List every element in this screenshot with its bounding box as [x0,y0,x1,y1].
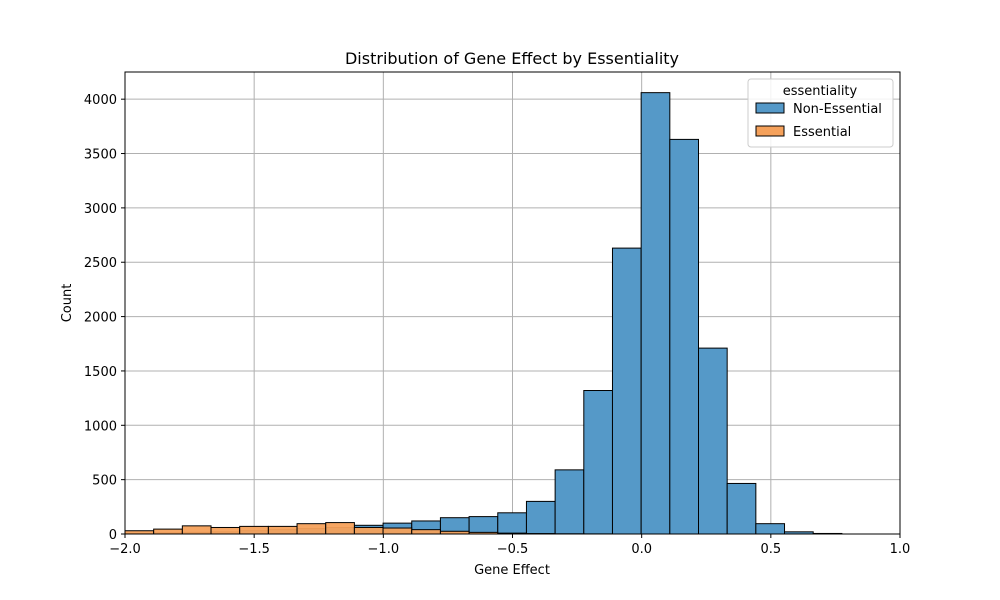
bar-essential [353,526,384,534]
y-tick-label: 1500 [84,365,117,380]
bar-non-essential [497,512,527,534]
y-tick-label: 3500 [84,148,117,163]
bar-essential [296,523,327,534]
bar-essential [153,528,183,534]
y-tick-label: 2500 [84,256,117,271]
x-tick-label: −0.5 [497,542,529,557]
x-tick-label: −1.5 [238,542,270,557]
bar-essential [181,525,212,534]
x-axis-label: Gene Effect [474,563,550,578]
y-tick-label: 1000 [84,419,117,434]
y-tick-label: 2000 [84,311,117,326]
legend-swatch-essential [755,125,785,137]
bar-non-essential [611,247,642,534]
bar-essential [210,526,241,534]
y-tick-label: 500 [92,474,117,489]
x-tick-label: −1.0 [368,542,400,557]
legend-swatch-non-essential [755,102,785,114]
legend-title: essentiality [783,84,858,99]
bar-non-essential [525,500,556,534]
bar-non-essential [468,516,499,534]
bar-non-essential [698,347,728,534]
bar-essential [239,525,269,534]
bar-essential [411,529,441,534]
y-axis: 0 500 1000 1500 2000 2500 3000 3500 4000 [84,93,125,543]
chart-title: Distribution of Gene Effect by Essential… [345,49,679,68]
y-axis-label: Count [60,284,75,323]
x-tick-label: 1.0 [890,542,911,557]
bar-non-essential [640,92,671,534]
bar-non-essential [726,482,757,534]
x-tick-label: −2.0 [109,542,141,557]
x-tick-label: 0.0 [631,542,652,557]
x-axis: −2.0 −1.5 −1.0 −0.5 0.0 0.5 1.0 [109,534,910,557]
bar-essential [267,525,298,534]
bars [125,92,843,534]
y-tick-label: 4000 [84,93,117,108]
bar-non-essential [669,138,700,534]
grid [124,72,901,535]
bar-non-essential [755,523,786,534]
bar-non-essential [554,469,585,534]
y-tick-label: 3000 [84,202,117,217]
legend-label-non-essential: Non-Essential [793,102,882,117]
legend-label-essential: Essential [793,125,851,140]
legend: essentiality Non-Essential Essential [747,78,894,148]
bar-essential [382,527,413,534]
bar-essential [325,522,355,534]
bar-non-essential [583,390,613,534]
y-tick-label: 0 [109,528,117,543]
x-tick-label: 0.5 [760,542,781,557]
